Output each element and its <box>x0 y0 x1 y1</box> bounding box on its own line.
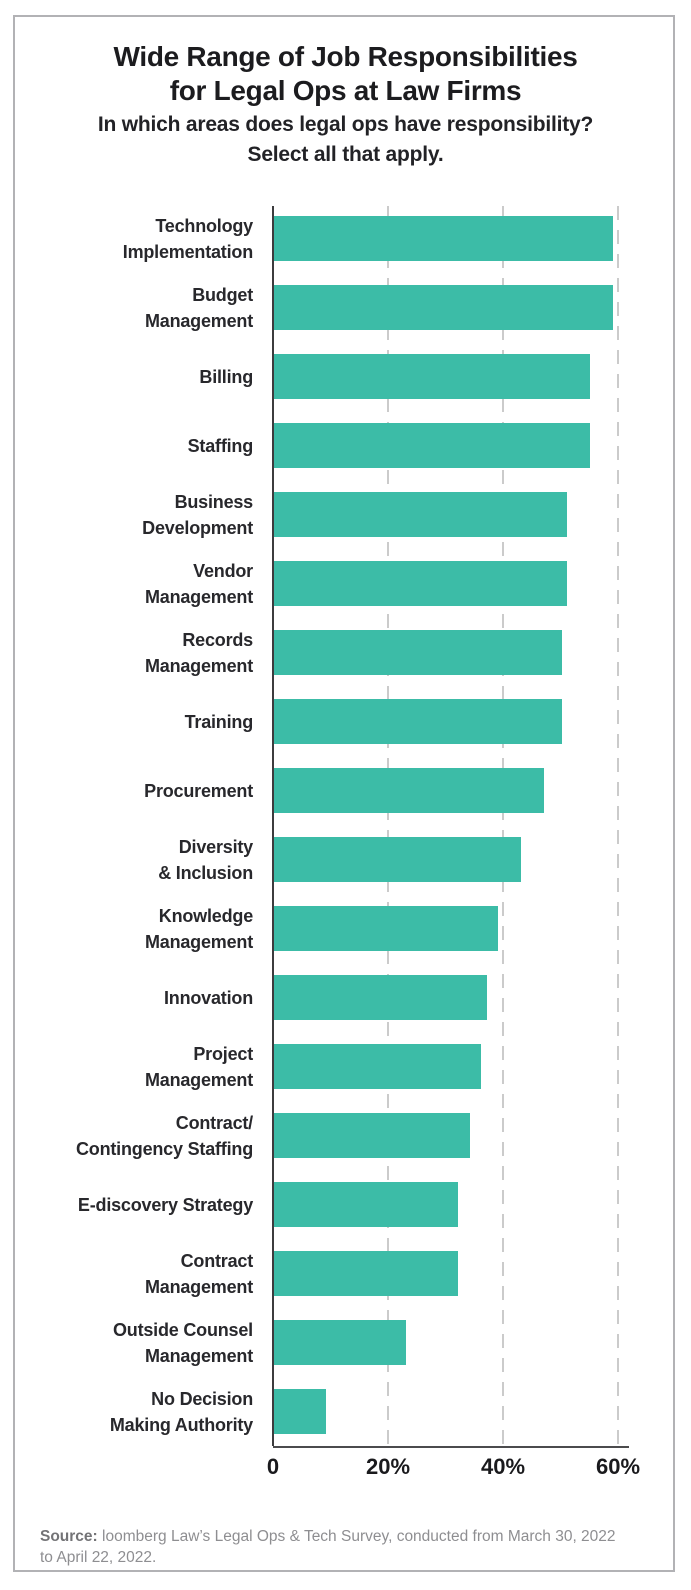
bar <box>274 1251 458 1296</box>
chart-row: Training <box>0 687 691 756</box>
bar <box>274 561 568 606</box>
chart-row: Knowledge Management <box>0 894 691 963</box>
bar <box>274 1389 326 1434</box>
chart-row: E-discovery Strategy <box>0 1170 691 1239</box>
bar-track <box>273 354 691 399</box>
bar-track <box>273 1044 691 1089</box>
bar-track <box>273 492 691 537</box>
chart-row: Vendor Management <box>0 549 691 618</box>
bar <box>274 423 591 468</box>
bar <box>274 1044 481 1089</box>
bar-track <box>273 1251 691 1296</box>
source-note: Source: loomberg Law’s Legal Ops & Tech … <box>40 1526 632 1568</box>
chart-row: Technology Implementation <box>0 204 691 273</box>
bar <box>274 1320 407 1365</box>
bar-track <box>273 699 691 744</box>
source-label: Source: <box>40 1528 98 1545</box>
x-axis-line <box>273 1446 629 1448</box>
bar-track <box>273 837 691 882</box>
bar <box>274 216 614 261</box>
bar-track <box>273 285 691 330</box>
chart-row: Outside Counsel Management <box>0 1308 691 1377</box>
chart-rows: Technology Implementation Budget Management… <box>0 204 691 1446</box>
category-label: Knowledge Management <box>144 905 253 952</box>
chart-row: Records Management <box>0 618 691 687</box>
border-frame <box>13 15 675 1572</box>
chart-row: Innovation <box>0 963 691 1032</box>
chart-row: Billing <box>0 342 691 411</box>
bar-track <box>273 906 691 951</box>
x-tick-label: 0 <box>266 1454 280 1479</box>
category-label: Contract Management <box>144 1250 253 1297</box>
gridline-20pct <box>387 206 389 1444</box>
category-label: No Decision Making Authority <box>109 1388 253 1435</box>
bar <box>274 630 562 675</box>
bar <box>274 1113 470 1158</box>
category-label: Technology Implementation <box>122 215 253 262</box>
category-label: Training <box>184 711 254 732</box>
x-tick-label: 60% <box>595 1454 641 1479</box>
chart-row: Contract/Contingency Staffing <box>0 1101 691 1170</box>
category-label: Project Management <box>144 1043 253 1090</box>
source-text: loomberg Law’s Legal Ops & Tech Survey, … <box>40 1528 616 1566</box>
gridline-60pct <box>617 206 619 1444</box>
bar <box>274 285 614 330</box>
chart-row: No Decision Making Authority <box>0 1377 691 1446</box>
category-label: Innovation <box>164 987 253 1008</box>
bar <box>274 1182 458 1227</box>
category-label: Business Development <box>142 491 253 538</box>
x-tick-label: 20% <box>365 1454 411 1479</box>
bar-chart: Technology Implementation Budget Management… <box>0 204 691 1448</box>
category-label: Records Management <box>144 629 253 676</box>
bar-track <box>273 1389 691 1434</box>
chart-row: Procurement <box>0 756 691 825</box>
chart-row: Diversity & Inclusion <box>0 825 691 894</box>
bar-track <box>273 975 691 1020</box>
chart-row: Business Development <box>0 480 691 549</box>
chart-subtitle-line2: Select all that apply. <box>247 143 444 166</box>
chart-title-line1: Wide Range of Job Responsibilities <box>113 41 578 72</box>
category-label: Outside Counsel Management <box>112 1319 253 1366</box>
chart-row: Project Management <box>0 1032 691 1101</box>
chart-title: Wide Range of Job Responsibilities for L… <box>0 40 691 108</box>
chart-subtitle: In which areas does legal ops have respo… <box>0 110 691 170</box>
bar <box>274 354 591 399</box>
category-label: Budget Management <box>144 284 253 331</box>
bar <box>274 975 487 1020</box>
bar <box>274 837 522 882</box>
bar-track <box>273 216 691 261</box>
bar-track <box>273 423 691 468</box>
chart-row: Contract Management <box>0 1239 691 1308</box>
bar-track <box>273 561 691 606</box>
category-label: Diversity & Inclusion <box>158 836 253 883</box>
category-label: Billing <box>199 366 253 387</box>
bar-track <box>273 768 691 813</box>
bar <box>274 768 545 813</box>
bar-track <box>273 1182 691 1227</box>
bar-track <box>273 1113 691 1158</box>
bar-track <box>273 630 691 675</box>
x-axis-tick-labels: 0 20% 40% 60% <box>0 1454 691 1484</box>
chart-subtitle-line1: In which areas does legal ops have respo… <box>97 113 594 136</box>
bar <box>274 492 568 537</box>
bar <box>274 906 499 951</box>
category-label: Contract/Contingency Staffing <box>76 1112 253 1159</box>
category-label: E-discovery Strategy <box>77 1194 253 1215</box>
chart-title-line2: for Legal Ops at Law Firms <box>169 75 522 106</box>
chart-row: Staffing <box>0 411 691 480</box>
category-label: Vendor Management <box>144 560 253 607</box>
y-axis-line <box>272 206 274 1446</box>
x-tick-label: 40% <box>480 1454 526 1479</box>
category-label: Staffing <box>187 435 254 456</box>
gridline-40pct <box>502 206 504 1444</box>
chart-row: Budget Management <box>0 273 691 342</box>
category-label: Procurement <box>144 780 253 801</box>
bar-track <box>273 1320 691 1365</box>
bar <box>274 699 562 744</box>
